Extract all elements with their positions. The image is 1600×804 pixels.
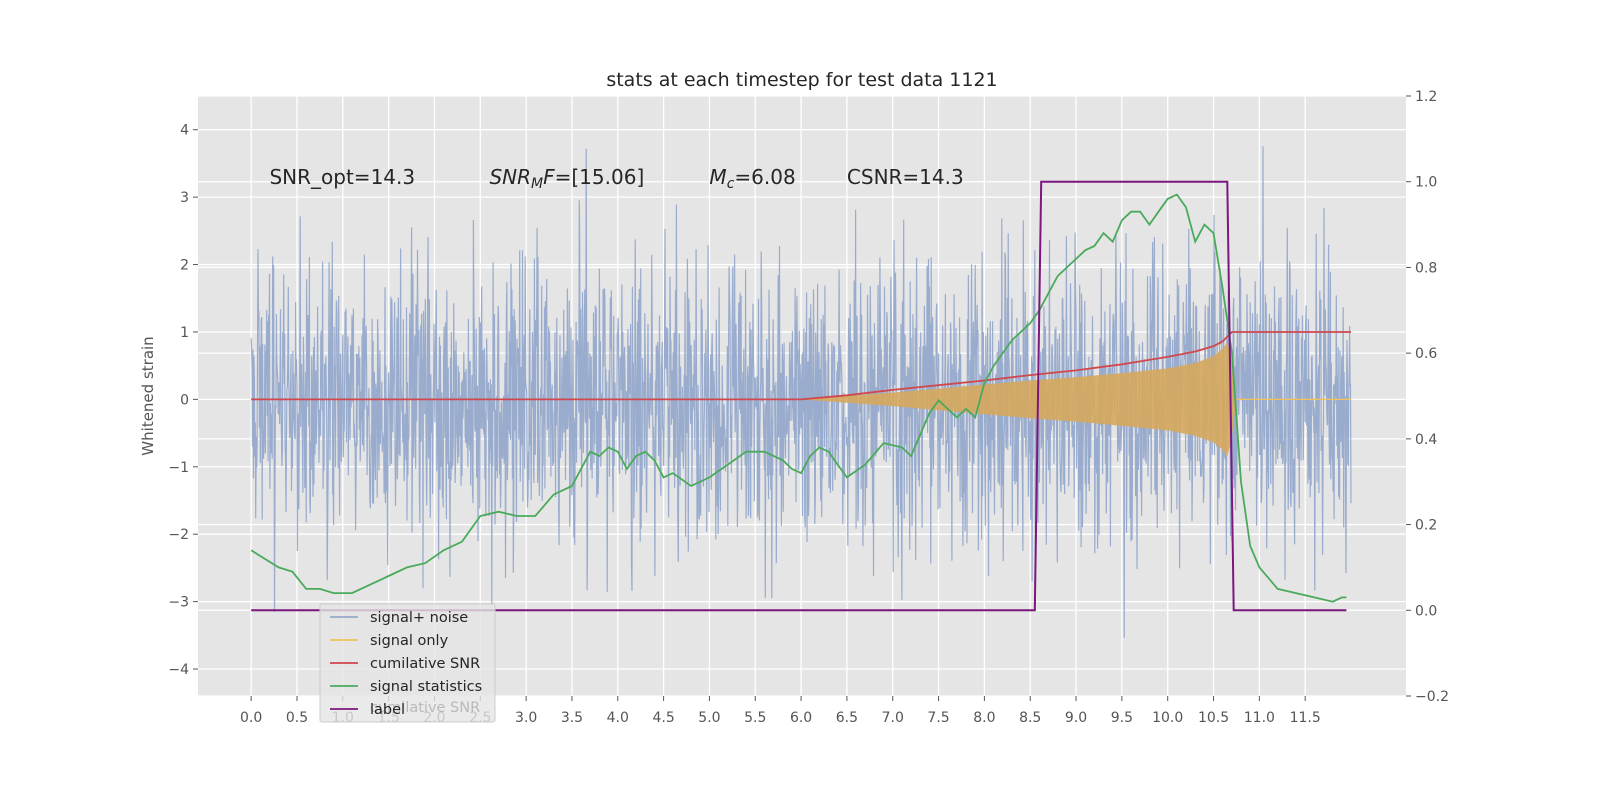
series-cumilative-snr-line — [251, 331, 1351, 401]
y2-axis-ticks: −0.2 0.0 0.2 0.4 0.6 0.8 1.0 1.2 — [1406, 89, 1449, 705]
x-tick-label: 6.0 — [790, 710, 812, 726]
annotation-1: SNR_opt=14.3 — [269, 165, 415, 189]
x-tick-label: 11.5 — [1290, 710, 1321, 726]
legend-box — [319, 603, 496, 723]
y-axis-label: Whitened strain — [139, 336, 157, 455]
legend: cumilative SNR signal+ noise signal only cu… — [319, 603, 496, 723]
y-tick-label: 1 — [180, 325, 189, 341]
legend-label: label — [370, 702, 405, 718]
x-tick-label: 7.5 — [927, 710, 949, 726]
y2-tick-label: 1.0 — [1415, 175, 1437, 191]
chart-title: stats at each timestep for test data 112… — [606, 69, 997, 91]
x-tick-label: 10.5 — [1198, 710, 1229, 726]
annotations: SNR_opt=14.3 SNRMF=[15.06] Mc=6.08 CSNR=14.… — [269, 165, 963, 192]
y2-tick-label: 0.0 — [1415, 603, 1437, 619]
y-tick-label: −2 — [168, 527, 189, 543]
y-tick-label: 3 — [180, 190, 189, 206]
y-tick-label: 4 — [180, 123, 189, 139]
y-tick-label: 2 — [180, 258, 189, 274]
x-tick-label: 5.5 — [744, 710, 766, 726]
y-tick-label: 0 — [180, 392, 189, 408]
x-axis-ticks: 0.00.51.01.52.02.53.03.54.04.55.05.56.06… — [240, 696, 1321, 726]
x-tick-label: 3.5 — [561, 710, 583, 726]
annotation-4: CSNR=14.3 — [847, 165, 964, 189]
x-tick-label: 7.0 — [882, 710, 904, 726]
x-tick-label: 8.5 — [1019, 710, 1041, 726]
x-tick-label: 4.5 — [652, 710, 674, 726]
y-tick-label: −1 — [168, 460, 189, 476]
y-tick-label: −3 — [168, 595, 189, 611]
x-tick-label: 8.0 — [973, 710, 995, 726]
x-tick-label: 5.0 — [698, 710, 720, 726]
y-tick-label: −4 — [168, 662, 189, 678]
x-tick-label: 9.0 — [1065, 710, 1087, 726]
x-tick-label: 11.0 — [1244, 710, 1275, 726]
y-axis-ticks: −4 −3 −2 −1 0 1 2 3 4 — [168, 123, 198, 678]
y2-tick-label: 1.2 — [1415, 89, 1437, 105]
legend-overlap-text: cumilative SNR — [370, 700, 480, 716]
legend-label: signal+ noise — [370, 610, 468, 626]
x-tick-label: 3.0 — [515, 710, 537, 726]
series-signal-only-area — [801, 342, 1237, 457]
series-label-line — [251, 180, 1347, 612]
annotation-2: SNRMF=[15.06] — [489, 165, 644, 192]
right-axis-series — [250, 180, 1347, 612]
series-signal-statistics-line — [250, 193, 1347, 603]
legend-label: signal statistics — [370, 679, 482, 695]
y2-tick-label: 0.6 — [1415, 346, 1437, 362]
x-tick-label: 9.5 — [1111, 710, 1133, 726]
x-tick-label: 0.5 — [286, 710, 308, 726]
legend-label: cumilative SNR — [370, 656, 480, 672]
y2-tick-label: 0.2 — [1415, 518, 1437, 534]
x-tick-label: 4.0 — [607, 710, 629, 726]
x-tick-label: 6.5 — [836, 710, 858, 726]
x-tick-label: 10.0 — [1152, 710, 1183, 726]
y2-tick-label: 0.8 — [1415, 260, 1437, 276]
y2-tick-label: 0.4 — [1415, 432, 1437, 448]
left-axis-series — [250, 146, 1352, 638]
x-tick-label: 0.0 — [240, 710, 262, 726]
legend-label: signal only — [370, 633, 449, 649]
annotation-3: Mc=6.08 — [709, 165, 795, 192]
y2-tick-label: −0.2 — [1415, 689, 1449, 705]
